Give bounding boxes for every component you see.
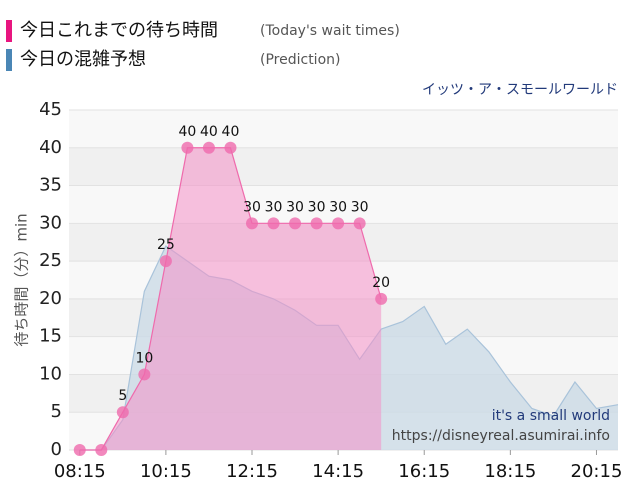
data-label: 20 — [372, 275, 390, 291]
data-label: 30 — [329, 199, 347, 215]
legend-swatch — [6, 20, 12, 42]
y-tick-label: 5 — [51, 401, 62, 422]
y-tick-label: 25 — [39, 250, 62, 271]
legend-label: 今日これまでの待ち時間 — [20, 20, 218, 41]
data-label: 40 — [222, 124, 240, 140]
y-tick-label: 15 — [39, 326, 62, 347]
y-tick-label: 40 — [39, 137, 62, 158]
data-label: 30 — [286, 199, 304, 215]
data-label: 30 — [265, 199, 283, 215]
marker — [95, 444, 108, 456]
marker — [116, 406, 129, 419]
legend-label-en: (Prediction) — [260, 52, 340, 68]
grid-band — [69, 147, 618, 186]
data-label: 30 — [308, 199, 326, 215]
data-label: 40 — [200, 124, 218, 140]
marker — [138, 368, 151, 381]
marker — [202, 141, 215, 154]
x-tick-label: 12:15 — [226, 461, 278, 482]
data-label: 30 — [351, 199, 369, 215]
subtitle: イッツ・ア・スモールワールド — [422, 82, 618, 98]
data-label: 40 — [178, 124, 196, 140]
marker — [181, 141, 194, 154]
data-label: 5 — [118, 388, 127, 404]
marker — [289, 217, 302, 230]
x-tick-label: 16:15 — [398, 461, 450, 482]
y-tick-label: 10 — [39, 363, 62, 384]
y-tick-label: 45 — [39, 99, 62, 120]
y-axis-label: 待ち時間（分）min — [13, 213, 31, 346]
legend-label: 今日の混雑予想 — [20, 49, 146, 70]
marker — [159, 255, 172, 268]
data-label: 30 — [243, 199, 261, 215]
annotation: https://disneyreal.asumirai.info — [392, 428, 610, 444]
legend-swatch — [6, 49, 12, 71]
marker — [332, 217, 345, 230]
data-label: 25 — [157, 237, 175, 253]
marker — [73, 444, 86, 456]
x-tick-label: 20:15 — [571, 461, 623, 482]
x-tick-label: 14:15 — [312, 461, 364, 482]
data-label: 10 — [135, 350, 153, 366]
marker — [353, 217, 366, 230]
x-tick-label: 10:15 — [140, 461, 192, 482]
annotation: it's a small world — [492, 408, 610, 424]
marker — [375, 292, 388, 305]
marker — [267, 217, 280, 230]
y-tick-label: 0 — [51, 439, 62, 460]
marker — [246, 217, 258, 230]
y-tick-label: 20 — [39, 288, 62, 309]
y-tick-label: 35 — [39, 175, 62, 196]
legend-label-en: (Today's wait times) — [260, 23, 400, 39]
x-tick-label: 08:15 — [54, 461, 106, 482]
marker — [310, 217, 323, 230]
y-tick-label: 30 — [39, 212, 62, 233]
x-tick-label: 18:15 — [484, 461, 536, 482]
marker — [224, 141, 237, 154]
